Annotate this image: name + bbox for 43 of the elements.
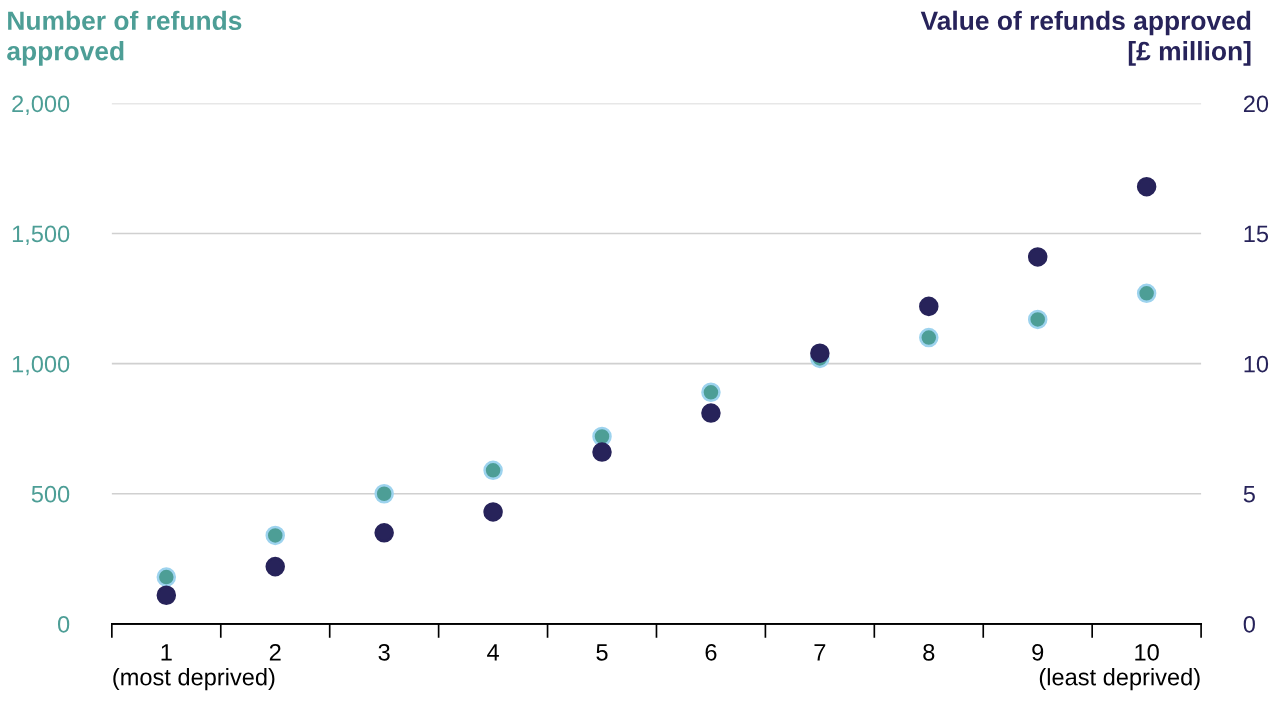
point [374,484,394,504]
y-tick-label: 500 [31,485,70,503]
x-tick-label: 3 [378,643,390,661]
y2-tick-label: 5 [1243,486,1255,503]
point [592,442,612,462]
y2-axis-title: Value of refunds approved [£ million] [920,10,1251,66]
point [1136,283,1157,304]
x-tick-label: 10 [1135,643,1159,661]
y-axis-title: Number of refunds approved [7,10,242,66]
point [374,523,394,543]
point [483,502,503,522]
point [1027,247,1048,267]
x-tick-label: 1 [161,644,172,661]
point [265,525,285,546]
y2-tick-label: 20 [1243,95,1269,113]
x-tick-label: 7 [814,644,826,661]
point [919,296,939,317]
text: (least deprived) [1039,668,1200,691]
point [1027,309,1048,330]
y2-tick-label: 10 [1244,355,1269,373]
y2-tick-label: 15 [1244,225,1269,243]
point [156,585,177,605]
point [592,426,612,447]
x-tick-label: 6 [705,643,717,661]
x-tick-label: 2 [269,643,281,661]
x-tick-label: 4 [487,644,499,661]
text: (most deprived) [113,668,275,691]
y-tick-label: 0 [57,615,70,633]
point [701,403,721,423]
point [810,343,830,363]
y2-tick-label: 0 [1243,615,1255,633]
point [265,556,285,577]
point [1136,176,1157,197]
x-tick-label: 9 [1032,643,1044,661]
point [919,327,939,348]
point [701,382,721,403]
y-tick-label: 2,000 [12,95,70,115]
y-tick-label: 1,500 [12,225,70,246]
y-tick-label: 1,000 [12,355,70,376]
point [483,460,503,481]
x-tick-label: 5 [596,644,608,661]
point [156,567,177,587]
x-tick-label: 8 [923,643,935,661]
